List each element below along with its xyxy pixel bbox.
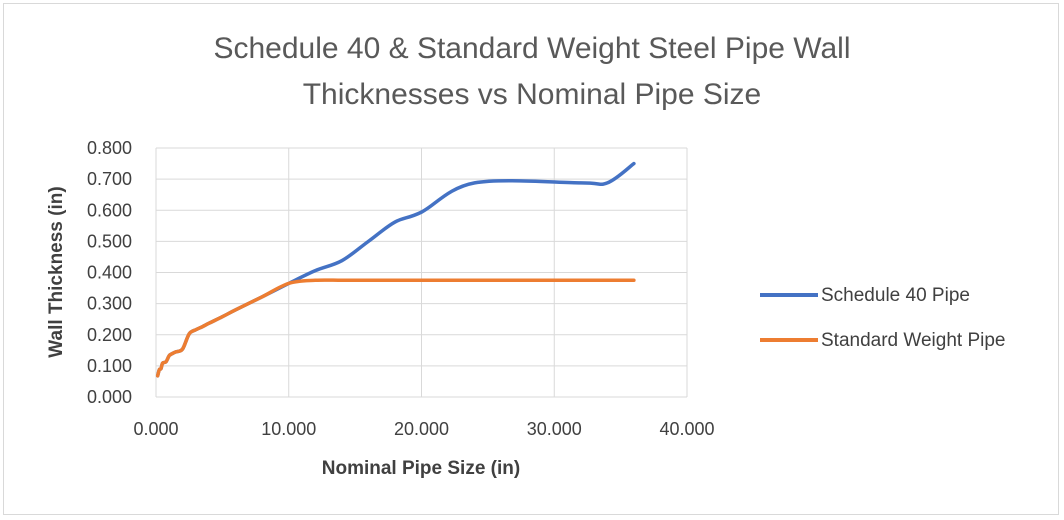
y-axis-title: Wall Thickness (in) [46, 186, 67, 357]
y-tick-label: 0.400 [87, 263, 132, 283]
tick-labels: 0.000 0.100 0.200 0.300 0.400 0.500 0.600 0.700… [87, 138, 715, 439]
series-line-standard-weight [155, 278, 636, 378]
x-tick-label: 40.000 [659, 419, 714, 439]
y-tick-label: 0.500 [87, 231, 132, 251]
legend: Schedule 40 Pipe Standard Weight Pipe [760, 285, 1006, 351]
series-lines [155, 161, 636, 378]
chart-area [3, 3, 1059, 515]
x-tick-label: 20.000 [394, 419, 449, 439]
x-tick-label: 10.000 [261, 419, 316, 439]
legend-label-standard-weight: Standard Weight Pipe [821, 330, 1006, 351]
x-tick-label: 30.000 [527, 419, 582, 439]
x-tick-label: 0.000 [133, 419, 178, 439]
x-axis-title: Nominal Pipe Size (in) [322, 458, 520, 479]
series-line-schedule-40 [155, 161, 636, 378]
chart-title-line-2: Thicknesses vs Nominal Pipe Size [303, 78, 762, 111]
y-tick-label: 0.000 [87, 387, 132, 407]
gridlines [155, 147, 688, 398]
y-tick-label: 0.800 [87, 138, 132, 158]
y-tick-label: 0.600 [87, 200, 132, 220]
legend-label-schedule-40: Schedule 40 Pipe [821, 285, 970, 306]
chart-title-line-1: Schedule 40 & Standard Weight Steel Pipe… [213, 32, 850, 65]
y-tick-label: 0.200 [87, 325, 132, 345]
y-tick-label: 0.700 [87, 169, 132, 189]
y-tick-label: 0.300 [87, 294, 132, 314]
y-tick-label: 0.100 [87, 356, 132, 376]
